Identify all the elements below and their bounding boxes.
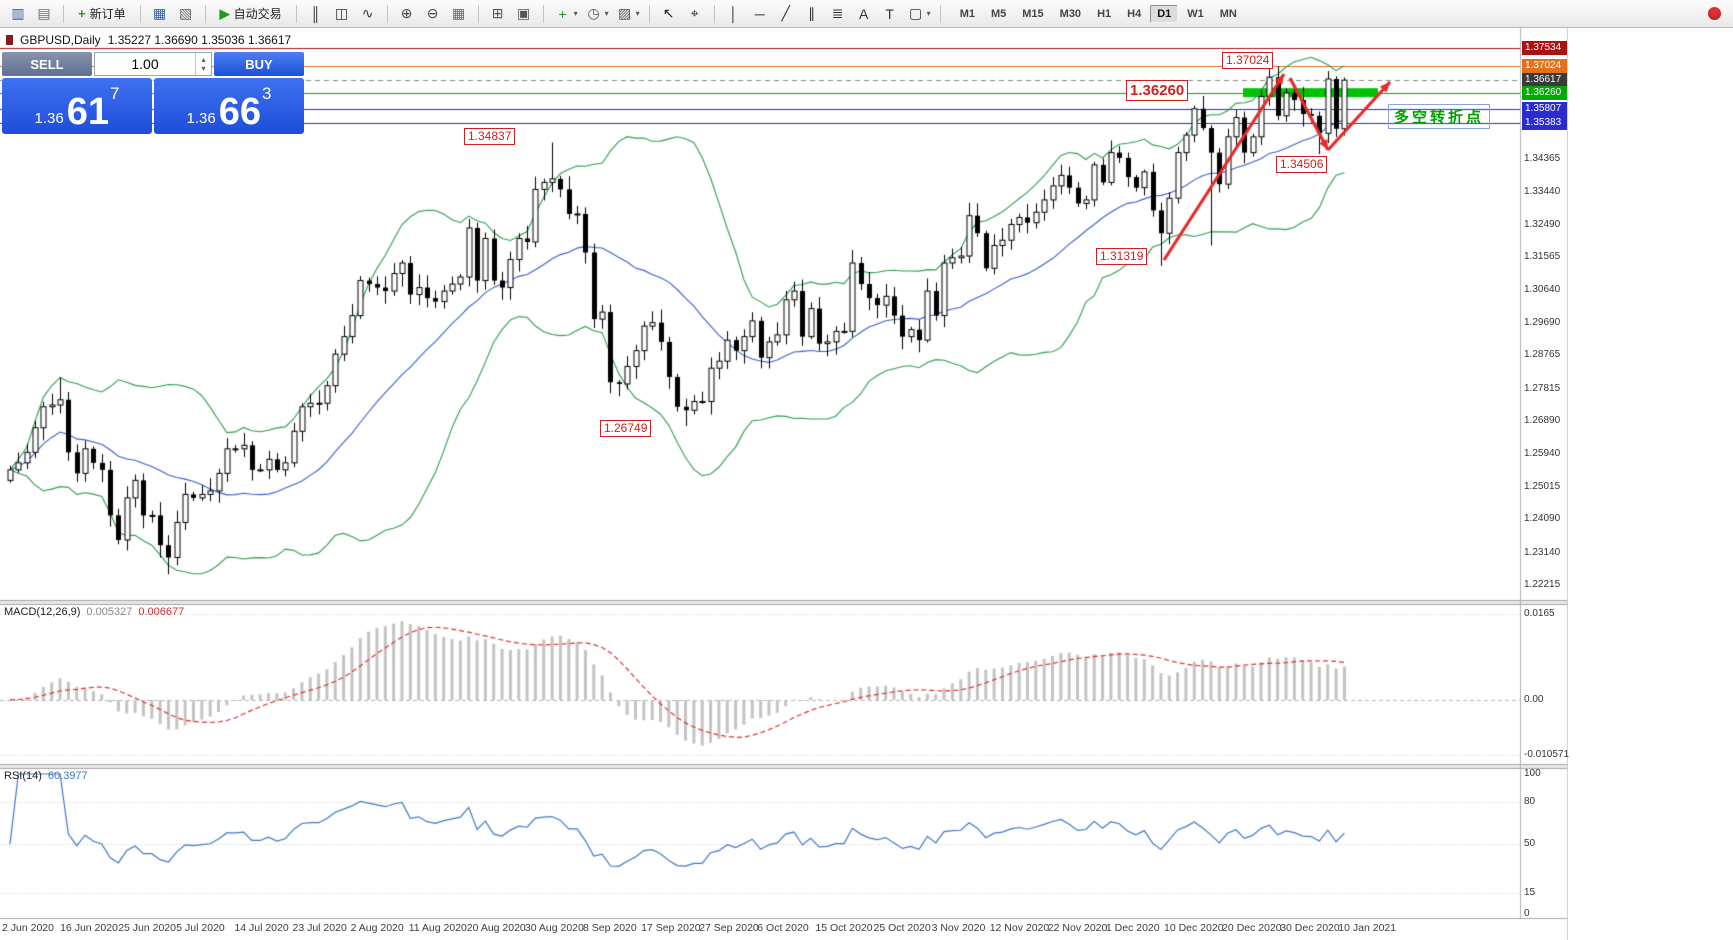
auto-trading-button[interactable]: ▶ 自动交易 <box>213 3 289 25</box>
timeframe-m1[interactable]: M1 <box>959 7 975 20</box>
alert-icon[interactable] <box>1708 7 1721 20</box>
new-order-icon: + <box>78 6 86 21</box>
timeframe-w1[interactable]: W1 <box>1187 7 1204 20</box>
templates-icon[interactable]: ▨ <box>618 5 632 21</box>
toolbar-separator <box>713 4 715 23</box>
fibonacci-icon[interactable]: ≣ <box>831 5 844 21</box>
bar-chart-icon[interactable]: ║ <box>310 5 321 22</box>
templates-icon-caret[interactable]: ▾ <box>635 9 640 18</box>
bid-point: 7 <box>110 84 120 103</box>
toolbar-separator <box>542 4 544 23</box>
shapes-icon[interactable]: ▢ <box>909 5 923 21</box>
one-click-trading-panel: SELL 1.00 ▴ ▾ BUY 1.36 61 7 1.36 66 3 <box>2 52 304 134</box>
toolbar-separator <box>63 4 64 23</box>
buy-button[interactable]: BUY <box>214 52 304 76</box>
crosshair-icon[interactable]: ⌖ <box>690 5 699 21</box>
zoom-in-icon[interactable]: ⊕ <box>400 5 413 21</box>
ask-prefix: 1.36 <box>186 110 216 127</box>
volume-value[interactable]: 1.00 <box>131 56 159 72</box>
chart-canvas[interactable] <box>0 28 1568 940</box>
cascade-windows-icon[interactable]: ▣ <box>517 5 531 21</box>
indicators-icon-caret[interactable]: ▾ <box>573 9 578 18</box>
toolbar-separator <box>477 4 479 23</box>
label-icon[interactable]: T <box>885 5 894 22</box>
timeframe-mn[interactable]: MN <box>1219 7 1237 20</box>
bid-price-button[interactable]: 1.36 61 7 <box>2 78 152 134</box>
ask-point: 3 <box>262 84 272 103</box>
timeframe-d1[interactable]: D1 <box>1150 4 1179 23</box>
volume-field[interactable]: 1.00 ▴ ▾ <box>94 52 212 76</box>
timeframe-m30[interactable]: M30 <box>1059 7 1082 20</box>
volume-spinner[interactable]: ▴ ▾ <box>195 53 211 75</box>
trendline-icon[interactable]: ╱ <box>781 5 790 21</box>
grid-icon[interactable]: ▦ <box>452 5 466 21</box>
toolbar-separator <box>939 4 941 23</box>
new-order-button[interactable]: + 新订单 <box>71 3 133 25</box>
sell-button[interactable]: SELL <box>2 52 92 76</box>
timeframe-m15[interactable]: M15 <box>1022 7 1044 20</box>
toolbar: ▥ ▤ + 新订单 ▦ ▧ ▶ 自动交易 ║ ◫ ∿ ⊕ ⊖ ▦ ⊞ ▣ + ▾ ◷ ▾ ▨ ▾ ↖ ⌖ │ ─ ╱ ∥ ≣ A T ▢ ▾ M1… <box>0 0 1733 28</box>
cursor-icon[interactable]: ↖ <box>662 5 675 21</box>
ask-pips: 66 <box>218 90 261 133</box>
bid-prefix: 1.36 <box>34 110 64 127</box>
horizontal-line-icon[interactable]: ─ <box>754 5 765 22</box>
timeframe-h1[interactable]: H1 <box>1097 7 1112 20</box>
tile-windows-icon[interactable]: ⊞ <box>491 5 504 21</box>
volume-down-icon[interactable]: ▾ <box>201 63 206 73</box>
toolbar-separator <box>386 4 388 23</box>
timeframe-group: M1 M5 M15 M30 H1 H4 D1 W1 MN <box>952 4 1245 23</box>
periods-icon-caret[interactable]: ▾ <box>604 9 609 18</box>
toolbar-separator <box>139 4 141 23</box>
bid-pips: 61 <box>66 90 109 133</box>
volume-up-icon[interactable]: ▴ <box>201 54 206 64</box>
toolbar-separator <box>204 4 206 23</box>
ask-price-button[interactable]: 1.36 66 3 <box>154 78 304 134</box>
timeframe-h4[interactable]: H4 <box>1127 7 1142 20</box>
auto-trading-icon: ▶ <box>219 5 230 21</box>
toolbar-separator <box>295 4 297 23</box>
timeframe-m5[interactable]: M5 <box>990 7 1007 20</box>
vertical-line-icon[interactable]: │ <box>729 5 739 22</box>
candle-chart-icon[interactable]: ◫ <box>335 5 349 21</box>
text-icon[interactable]: A <box>859 5 869 22</box>
shapes-icon-caret[interactable]: ▾ <box>926 9 931 18</box>
channel-icon[interactable]: ∥ <box>808 5 816 21</box>
profiles-icon[interactable]: ▤ <box>37 5 51 21</box>
line-chart-icon[interactable]: ∿ <box>361 5 374 21</box>
charts-icon[interactable]: ▥ <box>11 5 25 21</box>
zoom-out-icon[interactable]: ⊖ <box>426 5 439 21</box>
market-watch-icon[interactable]: ▦ <box>152 5 167 21</box>
navigator-icon[interactable]: ▧ <box>178 5 193 21</box>
toolbar-separator <box>648 4 650 23</box>
auto-trading-button-label: 自动交易 <box>233 7 282 21</box>
indicators-icon[interactable]: + <box>558 5 567 22</box>
new-order-button-label: 新订单 <box>89 7 126 21</box>
periods-icon[interactable]: ◷ <box>587 5 600 21</box>
